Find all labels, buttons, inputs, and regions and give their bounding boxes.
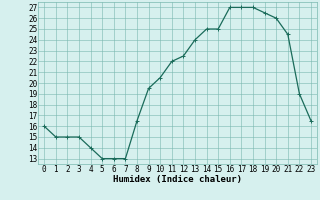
X-axis label: Humidex (Indice chaleur): Humidex (Indice chaleur) [113,175,242,184]
